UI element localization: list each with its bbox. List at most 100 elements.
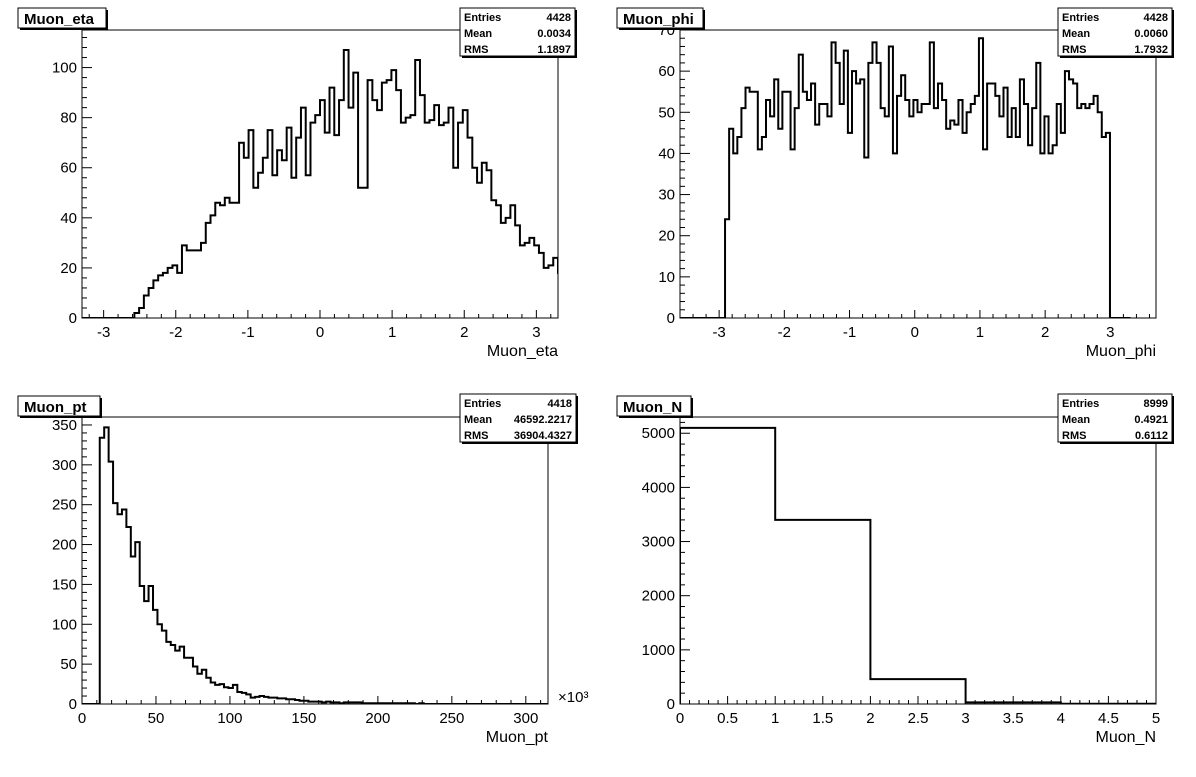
x-tick-label: 3 <box>532 324 540 341</box>
x-tick-label: 2.5 <box>908 710 929 727</box>
stats-label: Entries <box>464 398 501 410</box>
stats-value: 0.0060 <box>1134 28 1168 40</box>
y-tick-label: 60 <box>60 160 77 177</box>
y-tick-label: 0 <box>69 310 77 327</box>
y-tick-label: 50 <box>658 104 675 121</box>
chart-panel-muon-n: 0 0.5 1 1.5 2 2.5 3 3.5 4 4.5 5 0 1000 2000 3000 4000 50… <box>616 393 1174 746</box>
y-tick-label: 0 <box>69 696 77 713</box>
stats-box <box>459 7 576 57</box>
stats-value: 46592.2217 <box>514 414 572 426</box>
stats-label: Entries <box>1062 12 1099 24</box>
stats-label: Entries <box>464 12 501 24</box>
y-tick-label: 20 <box>60 260 77 277</box>
y-tick-label: 200 <box>52 537 77 554</box>
title-box <box>616 7 704 29</box>
y-tick-label: 300 <box>52 457 77 474</box>
stats-label: Mean <box>1062 28 1090 40</box>
plot-frame <box>679 416 1157 705</box>
stats-value: 4418 <box>548 398 572 410</box>
stats-label: RMS <box>1062 44 1086 56</box>
x-tick-label: 200 <box>365 710 390 727</box>
x-axis-label: Muon_pt <box>486 729 549 746</box>
x-tick-label: -2 <box>169 324 182 341</box>
stats-label: RMS <box>1062 430 1086 442</box>
x-tick-label: 5 <box>1152 710 1160 727</box>
x-tick-label: 2 <box>1041 324 1049 341</box>
y-tick-label: 0 <box>667 310 675 327</box>
x-tick-label: 2 <box>866 710 874 727</box>
x-tick-label: 4 <box>1057 710 1065 727</box>
stats-label: Mean <box>464 414 492 426</box>
chart-panel-muon-pt: 0 50 100 150 200 250 300050100150200250300350M… <box>17 393 588 746</box>
x-tick-label: -3 <box>97 324 110 341</box>
plot-frame <box>81 29 559 319</box>
x-tick-label: -1 <box>843 324 856 341</box>
x-tick-label: 0 <box>676 710 684 727</box>
chart-title: Muon_N <box>623 399 682 416</box>
x-axis-label: Muon_N <box>1096 729 1156 746</box>
x-tick-label: -1 <box>241 324 254 341</box>
x-tick-label: 3 <box>1106 324 1114 341</box>
x-tick-label: 2 <box>460 324 468 341</box>
x-tick-label: 3 <box>961 710 969 727</box>
stats-value: 1.7932 <box>1134 44 1168 56</box>
y-tick-label: 60 <box>658 63 675 80</box>
y-tick-label: 1000 <box>642 642 675 659</box>
stats-value: 0.6112 <box>1135 430 1168 442</box>
y-tick-label: 2000 <box>642 588 675 605</box>
stats-box <box>1057 393 1173 443</box>
y-tick-label: 50 <box>60 656 77 673</box>
histogram-line <box>680 426 1156 704</box>
x-tick-label: 150 <box>291 710 316 727</box>
chart-panel-muon-phi: -3 -2 -1 0 1 2 3010203040506070Muon_phiMuon_ph… <box>616 7 1174 360</box>
x-tick-label: 0 <box>911 324 919 341</box>
y-tick-label: 150 <box>52 576 77 593</box>
histogram-line <box>680 37 1131 318</box>
stats-box <box>459 393 577 443</box>
y-tick-label: 250 <box>52 497 77 514</box>
chart-title: Muon_phi <box>623 11 694 28</box>
stats-value: 36904.4327 <box>514 430 572 442</box>
x-tick-label: 0.5 <box>717 710 738 727</box>
stats-label: Mean <box>1062 414 1090 426</box>
chart-panel-muon-eta: -3 -2 -1 0 1 2 3 0 20 40 60 80 100 Muon_eta Muon_eta En… <box>17 7 577 360</box>
plot-frame <box>81 416 549 705</box>
x-axis-multiplier: ×10³ <box>558 689 588 706</box>
y-tick-label: 20 <box>658 228 675 245</box>
title-box <box>616 395 692 417</box>
plot-frame <box>679 29 1157 319</box>
y-tick-label: 30 <box>658 187 675 204</box>
x-axis-label: Muon_eta <box>487 343 558 360</box>
x-tick-label: 3.5 <box>1003 710 1024 727</box>
stats-value: 4428 <box>547 12 571 24</box>
stats-value: 8999 <box>1144 398 1168 410</box>
chart-title: Muon_eta <box>24 11 95 28</box>
x-tick-label: 1 <box>771 710 779 727</box>
stats-value: 0.4921 <box>1134 414 1168 426</box>
y-tick-label: 5000 <box>642 425 675 442</box>
x-tick-label: -2 <box>778 324 791 341</box>
stats-label: RMS <box>464 430 488 442</box>
y-tick-label: 0 <box>667 696 675 713</box>
stats-value: 4428 <box>1144 12 1168 24</box>
y-tick-label: 40 <box>60 210 77 227</box>
y-tick-label: 100 <box>52 60 77 77</box>
y-tick-label: 3000 <box>642 534 675 551</box>
y-tick-label: 100 <box>52 616 77 633</box>
y-tick-label: 350 <box>52 417 77 434</box>
y-tick-label: 10 <box>658 269 675 286</box>
x-tick-label: 1 <box>976 324 984 341</box>
x-tick-label: -3 <box>712 324 725 341</box>
x-tick-label: 250 <box>439 710 464 727</box>
stats-value: 1.1897 <box>537 44 571 56</box>
x-tick-label: 100 <box>217 710 242 727</box>
x-tick-label: 50 <box>148 710 165 727</box>
chart-title: Muon_pt <box>24 399 86 416</box>
stats-label: Mean <box>464 28 492 40</box>
x-tick-label: 1.5 <box>812 710 833 727</box>
histogram-line <box>82 49 558 318</box>
histogram-line <box>82 426 548 704</box>
x-tick-label: 0 <box>316 324 324 341</box>
x-tick-label: 300 <box>513 710 538 727</box>
